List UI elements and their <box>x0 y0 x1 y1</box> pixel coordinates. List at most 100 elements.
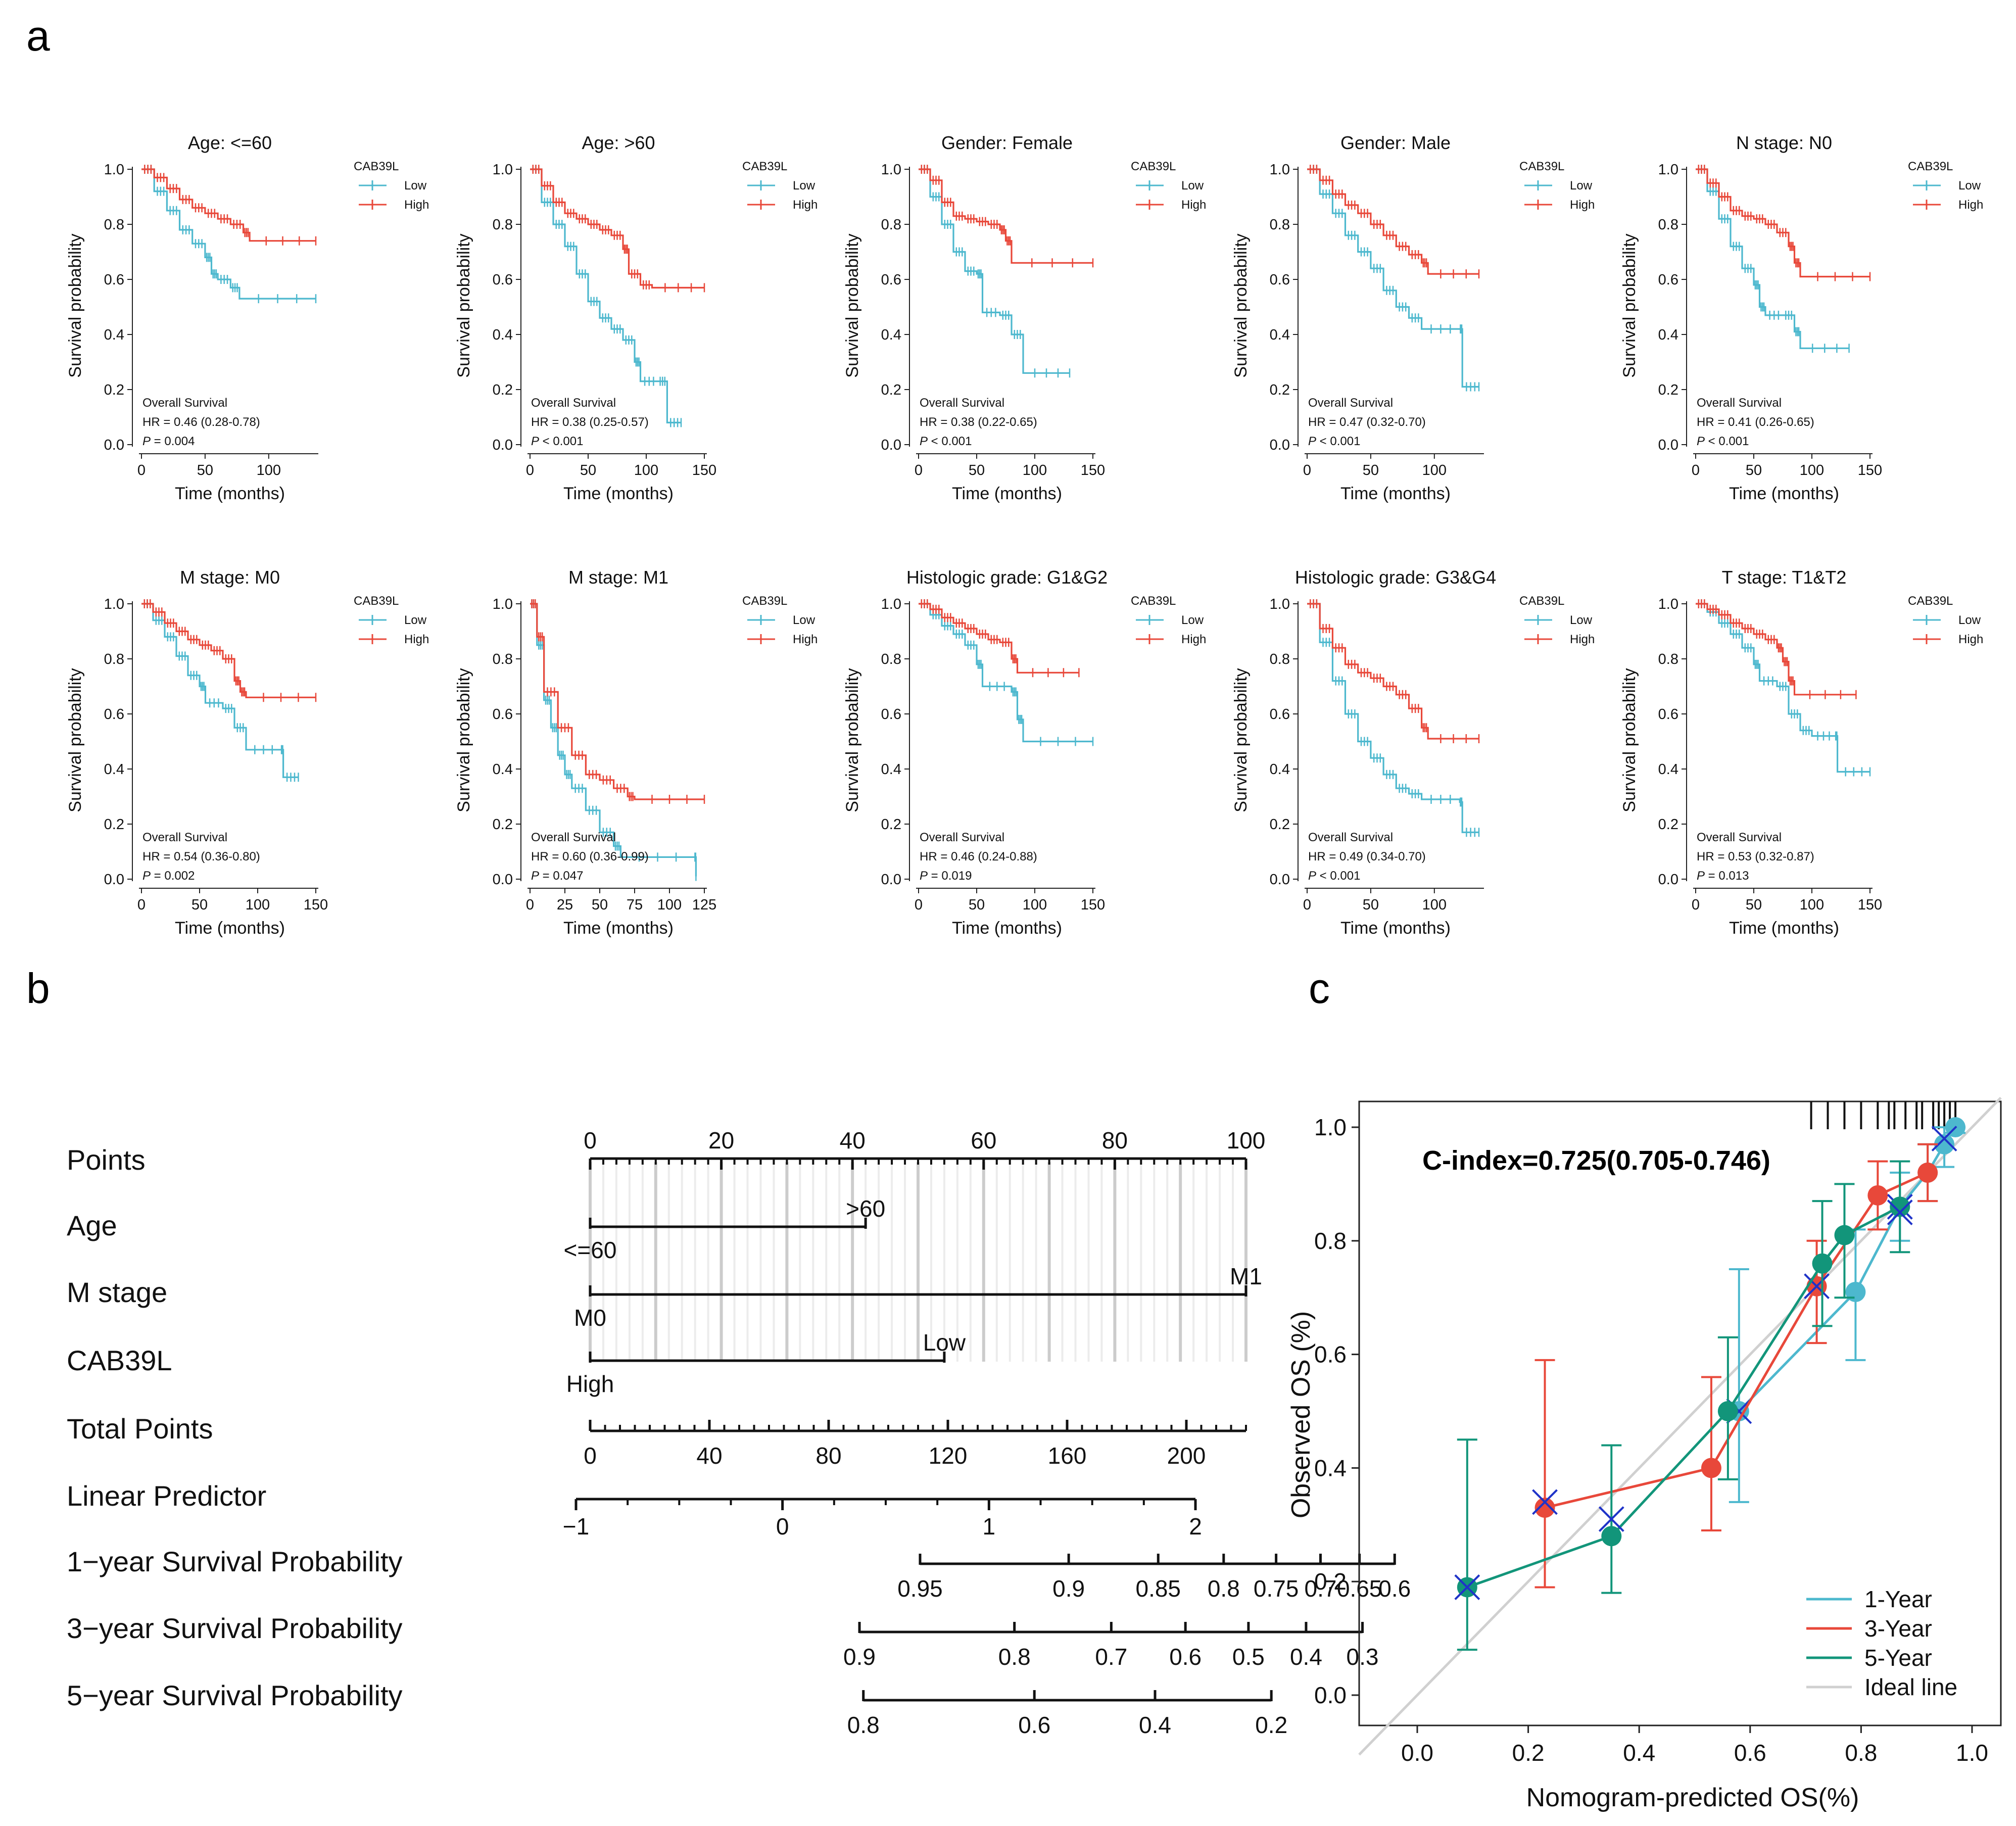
prob-tick-label: 0.4 <box>1139 1712 1171 1738</box>
level-label: M1 <box>1230 1263 1262 1289</box>
p-value: < 0.001 <box>539 435 583 448</box>
prob-tick-label: 0.3 <box>1347 1644 1379 1670</box>
stat-p: P < 0.001 <box>920 435 972 448</box>
km-curve-high <box>919 168 1093 264</box>
stat-p: P < 0.001 <box>1697 435 1749 448</box>
x-axis-label: Time (months) <box>952 919 1062 938</box>
prob-tick-label: 0.8 <box>998 1644 1031 1670</box>
x-tick-label: 0 <box>1692 897 1700 913</box>
y-tick-label: 0.8 <box>104 651 124 667</box>
calibration-point <box>1834 1225 1855 1245</box>
x-tick-label: 100 <box>1422 462 1447 478</box>
nomo-row-label: Linear Predictor <box>67 1480 266 1512</box>
p-symbol: P <box>1308 869 1316 883</box>
y-tick-label: 0.6 <box>493 706 513 723</box>
x-tick-label: 1.0 <box>1956 1740 1988 1766</box>
prob-tick-label: 0.95 <box>897 1575 943 1602</box>
y-tick-label: 0.4 <box>1658 327 1678 343</box>
legend-label-low: Low <box>404 613 427 627</box>
y-tick-label: 1.0 <box>1270 162 1290 178</box>
scale-tick-label: 40 <box>696 1443 722 1469</box>
x-tick-label: 50 <box>1746 897 1762 913</box>
y-tick-label: 0.2 <box>1658 816 1678 833</box>
km-title: Histologic grade: G3&G4 <box>1295 567 1496 588</box>
km-curve-low <box>141 603 299 778</box>
km-curve-low <box>1307 168 1479 388</box>
stat-hr: HR = 0.47 (0.32-0.70) <box>1308 415 1426 429</box>
x-axis-label: Time (months) <box>1729 919 1839 938</box>
legend-label: 3-Year <box>1864 1615 1932 1642</box>
y-tick-label: 0.8 <box>493 651 513 667</box>
nomo-row-4: CAB39L Low High <box>67 1329 966 1397</box>
y-tick-label: 0.8 <box>1270 651 1290 667</box>
calibration-point <box>1890 1196 1910 1217</box>
legend-label: 5-Year <box>1864 1645 1932 1671</box>
p-symbol: P <box>1697 435 1705 448</box>
x-tick-label: 0 <box>1692 462 1700 478</box>
p-symbol: P <box>920 869 928 883</box>
y-tick-label: 1.0 <box>493 596 513 612</box>
y-tick-label: 1.0 <box>104 162 124 178</box>
nomo-row-9: 5−year Survival Probability 0.8 0.6 0.4 0.2 <box>67 1679 1287 1738</box>
scale-tick-label: 200 <box>1167 1443 1206 1469</box>
stat-label: Overall Survival <box>531 831 616 844</box>
stat-p: P = 0.004 <box>142 435 195 448</box>
km-title: Age: >60 <box>582 132 655 153</box>
p-value: = 0.019 <box>928 869 972 883</box>
legend-label-high: High <box>793 633 818 646</box>
series-5-year <box>1454 1160 1913 1651</box>
p-symbol: P <box>531 435 539 448</box>
x-tick-label: 100 <box>1800 897 1824 913</box>
legend-label-low: Low <box>793 613 815 627</box>
km-censor-marks-low <box>1698 165 1850 353</box>
p-value: < 0.001 <box>928 435 972 448</box>
legend-label-high: High <box>1181 198 1206 212</box>
km-panel-2: Age: >60 0.0 0.2 0.4 0.6 0.8 1.0 0 50 100 150 Time … <box>454 132 818 503</box>
km-panel-4: Gender: Male 0.0 0.2 0.4 0.6 0.8 1.0 0 50 100 Time… <box>1231 132 1595 503</box>
y-tick-label: 0.4 <box>1270 761 1290 778</box>
legend-label-low: Low <box>1958 613 1981 627</box>
y-axis-label: Survival probability <box>843 668 862 812</box>
prob-tick-label: 0.9 <box>843 1644 876 1670</box>
km-curve-low <box>141 168 316 300</box>
prob-tick-label: 0.9 <box>1052 1575 1085 1602</box>
km-panel-10: T stage: T1&T2 0.0 0.2 0.4 0.6 0.8 1.0 0 50 100 15… <box>1620 567 1983 938</box>
km-curve-low <box>530 168 681 423</box>
x-tick-label: 50 <box>592 897 608 913</box>
y-tick-label: 1.0 <box>104 596 124 612</box>
x-tick-label: 0 <box>1303 462 1311 478</box>
legend-label-low: Low <box>793 179 815 193</box>
legend-label-high: High <box>1958 198 1983 212</box>
x-tick-label: 150 <box>1081 462 1105 478</box>
legend-label-high: High <box>404 198 429 212</box>
legend-label-high: High <box>1181 633 1206 646</box>
km-panel-6: M stage: M0 0.0 0.2 0.4 0.6 0.8 1.0 0 50 100 150 Ti… <box>66 567 429 938</box>
p-value: = 0.013 <box>1705 869 1749 883</box>
scale-tick-label: 60 <box>971 1127 996 1154</box>
y-tick-label: 0.4 <box>1270 327 1290 343</box>
km-title: Gender: Female <box>941 132 1073 153</box>
stat-hr: HR = 0.49 (0.34-0.70) <box>1308 850 1426 863</box>
y-tick-label: 0.6 <box>881 706 901 723</box>
legend-label-high: High <box>793 198 818 212</box>
p-symbol: P <box>142 435 151 448</box>
km-censor-marks-high <box>1698 599 1857 699</box>
x-tick-label: 100 <box>1023 462 1047 478</box>
x-tick-label: 150 <box>1858 897 1882 913</box>
x-tick-label: 0 <box>526 462 534 478</box>
bootstrap-cross <box>1804 1273 1830 1300</box>
prob-tick-label: 0.2 <box>1255 1712 1287 1738</box>
prob-tick-label: 0.7 <box>1305 1575 1337 1602</box>
scale-tick-label: −1 <box>563 1513 589 1540</box>
legend-label-low: Low <box>1958 179 1981 193</box>
prob-tick-label: 0.4 <box>1290 1644 1322 1670</box>
x-tick-label: 0.6 <box>1734 1740 1766 1766</box>
stat-label: Overall Survival <box>142 396 227 410</box>
x-tick-label: 100 <box>634 462 658 478</box>
km-censor-marks-low <box>921 165 1071 378</box>
nomo-row-label: 5−year Survival Probability <box>67 1679 403 1711</box>
scale-tick-label: 160 <box>1048 1443 1087 1469</box>
scale-tick-label: 2 <box>1189 1513 1202 1540</box>
prob-tick-label: 0.75 <box>1254 1575 1299 1602</box>
